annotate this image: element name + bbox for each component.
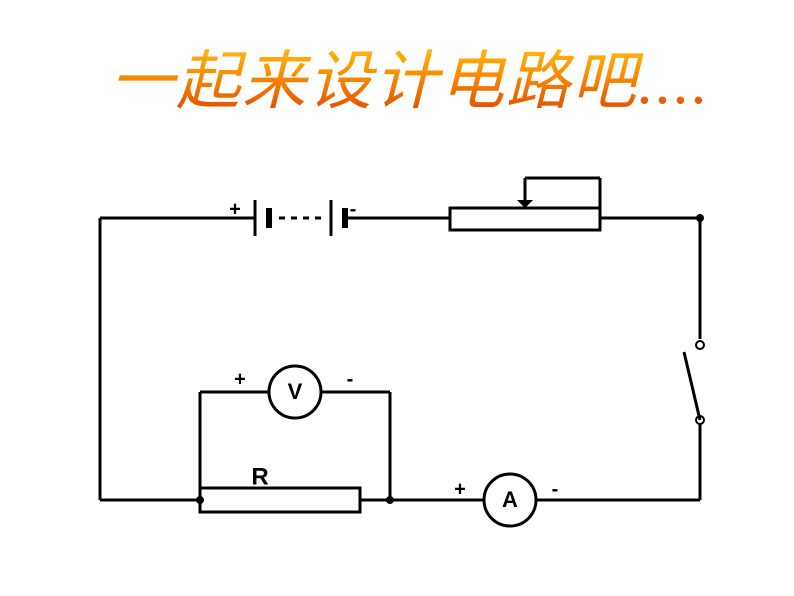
svg-text:+: + — [229, 198, 241, 220]
svg-text:V: V — [288, 379, 303, 404]
svg-text:+: + — [234, 368, 246, 390]
svg-text:-: - — [552, 478, 559, 500]
svg-text:-: - — [347, 368, 354, 390]
page-title: 一起来设计电路吧.... — [110, 30, 710, 122]
svg-text:+: + — [454, 478, 466, 500]
svg-text:A: A — [502, 487, 518, 512]
circuit-diagram: +-RA+-V+- — [80, 170, 720, 570]
svg-text:R: R — [251, 463, 268, 490]
